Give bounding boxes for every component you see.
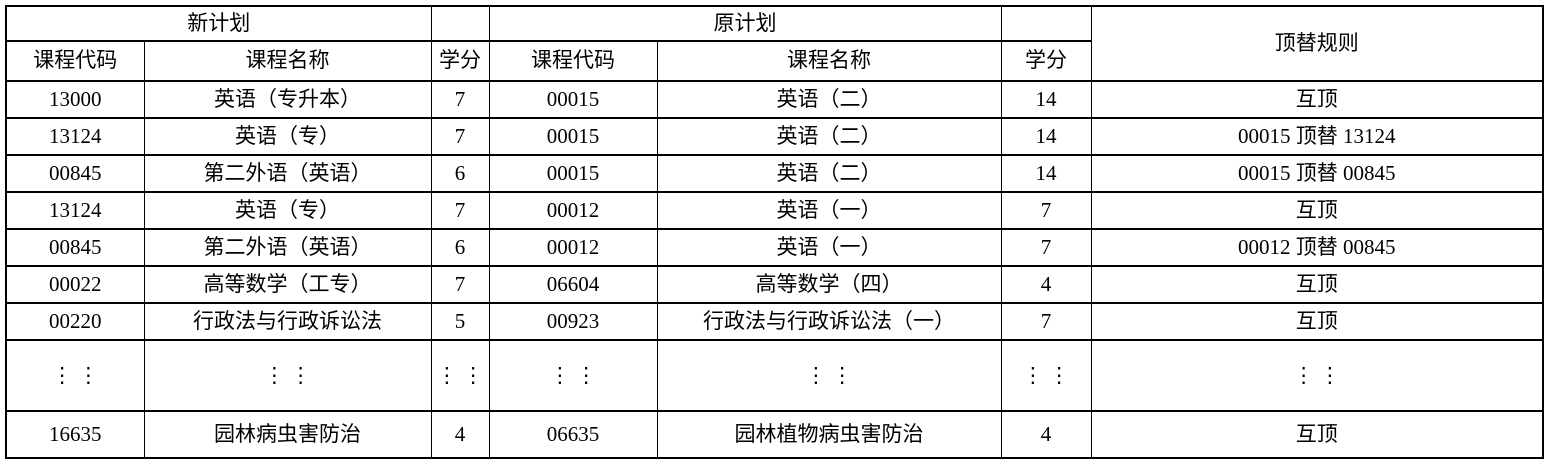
table-row: 00220 行政法与行政诉讼法 5 00923 行政法与行政诉讼法（一） 7 互… xyxy=(5,302,1544,341)
ellipsis-cell: ⋮ ⋮ xyxy=(488,339,658,412)
new-course-name-cell: 第二外语（英语） xyxy=(143,154,432,193)
ellipsis-row: ⋮ ⋮ ⋮ ⋮ ⋮ ⋮ ⋮ ⋮ ⋮ ⋮ ⋮ ⋮ ⋮ ⋮ xyxy=(5,339,1544,412)
old-credits-cell: 14 xyxy=(1000,80,1092,119)
new-credits-header: 学分 xyxy=(430,40,490,82)
new-credits-cell: 7 xyxy=(430,265,490,304)
old-course-code-cell: 00015 xyxy=(488,80,658,119)
new-course-code-cell: 00220 xyxy=(5,302,145,341)
old-credits-cell: 14 xyxy=(1000,117,1092,156)
ellipsis-cell: ⋮ ⋮ xyxy=(430,339,490,412)
empty-header-cell xyxy=(1000,5,1092,42)
new-credits-cell: 5 xyxy=(430,302,490,341)
course-replacement-table-container: 新计划 原计划 顶替规则 课程代码 课程名称 学分 课程代码 课程名称 学分 1… xyxy=(5,5,1544,459)
old-credits-cell: 7 xyxy=(1000,228,1092,267)
new-credits-cell: 7 xyxy=(430,191,490,230)
old-credits-cell: 4 xyxy=(1000,265,1092,304)
replace-rule-cell: 互顶 xyxy=(1090,265,1544,304)
new-course-code-header: 课程代码 xyxy=(5,40,145,82)
empty-header-cell xyxy=(430,5,490,42)
old-course-code-cell: 06604 xyxy=(488,265,658,304)
replace-rule-cell: 互顶 xyxy=(1090,302,1544,341)
new-course-name-cell: 高等数学（工专） xyxy=(143,265,432,304)
old-course-name-header: 课程名称 xyxy=(656,40,1002,82)
new-course-name-cell: 英语（专） xyxy=(143,191,432,230)
table-row: 13124 英语（专） 7 00015 英语（二） 14 00015 顶替 13… xyxy=(5,117,1544,156)
new-course-name-cell: 第二外语（英语） xyxy=(143,228,432,267)
new-course-code-cell: 00845 xyxy=(5,228,145,267)
old-course-name-cell: 英语（一） xyxy=(656,228,1002,267)
new-course-code-cell: 00022 xyxy=(5,265,145,304)
replace-rule-cell: 00012 顶替 00845 xyxy=(1090,228,1544,267)
new-credits-cell: 7 xyxy=(430,80,490,119)
old-credits-cell: 14 xyxy=(1000,154,1092,193)
old-course-name-cell: 英语（二） xyxy=(656,117,1002,156)
new-course-name-cell: 英语（专升本） xyxy=(143,80,432,119)
replace-rule-cell: 00015 顶替 00845 xyxy=(1090,154,1544,193)
old-course-code-header: 课程代码 xyxy=(488,40,658,82)
new-credits-cell: 6 xyxy=(430,228,490,267)
old-credits-cell: 4 xyxy=(1000,410,1092,459)
new-course-name-header: 课程名称 xyxy=(143,40,432,82)
new-credits-cell: 6 xyxy=(430,154,490,193)
replace-rule-cell: 互顶 xyxy=(1090,80,1544,119)
old-course-name-cell: 园林植物病虫害防治 xyxy=(656,410,1002,459)
old-course-code-cell: 00012 xyxy=(488,228,658,267)
new-course-name-cell: 英语（专） xyxy=(143,117,432,156)
table-row: 13124 英语（专） 7 00012 英语（一） 7 互顶 xyxy=(5,191,1544,230)
ellipsis-cell: ⋮ ⋮ xyxy=(1090,339,1544,412)
table-row: 00022 高等数学（工专） 7 06604 高等数学（四） 4 互顶 xyxy=(5,265,1544,304)
replace-rule-cell: 互顶 xyxy=(1090,191,1544,230)
old-course-code-cell: 00012 xyxy=(488,191,658,230)
course-replacement-table: 新计划 原计划 顶替规则 课程代码 课程名称 学分 课程代码 课程名称 学分 1… xyxy=(5,5,1544,459)
old-plan-header: 原计划 xyxy=(488,5,1002,42)
old-course-code-cell: 00923 xyxy=(488,302,658,341)
replace-rule-header: 顶替规则 xyxy=(1090,5,1544,82)
old-course-name-cell: 英语（二） xyxy=(656,80,1002,119)
new-plan-header: 新计划 xyxy=(5,5,432,42)
ellipsis-cell: ⋮ ⋮ xyxy=(143,339,432,412)
ellipsis-cell: ⋮ ⋮ xyxy=(656,339,1002,412)
old-course-code-cell: 00015 xyxy=(488,117,658,156)
ellipsis-cell: ⋮ ⋮ xyxy=(1000,339,1092,412)
replace-rule-cell: 00015 顶替 13124 xyxy=(1090,117,1544,156)
table-row: 00845 第二外语（英语） 6 00012 英语（一） 7 00012 顶替 … xyxy=(5,228,1544,267)
new-course-code-cell: 00845 xyxy=(5,154,145,193)
table-row: 13000 英语（专升本） 7 00015 英语（二） 14 互顶 xyxy=(5,80,1544,119)
old-course-name-cell: 英语（二） xyxy=(656,154,1002,193)
old-course-name-cell: 行政法与行政诉讼法（一） xyxy=(656,302,1002,341)
new-course-code-cell: 16635 xyxy=(5,410,145,459)
new-course-code-cell: 13000 xyxy=(5,80,145,119)
new-course-code-cell: 13124 xyxy=(5,117,145,156)
table-row: 16635 园林病虫害防治 4 06635 园林植物病虫害防治 4 互顶 xyxy=(5,410,1544,459)
new-course-code-cell: 13124 xyxy=(5,191,145,230)
old-credits-header: 学分 xyxy=(1000,40,1092,82)
old-course-name-cell: 英语（一） xyxy=(656,191,1002,230)
new-course-name-cell: 园林病虫害防治 xyxy=(143,410,432,459)
old-credits-cell: 7 xyxy=(1000,302,1092,341)
new-credits-cell: 7 xyxy=(430,117,490,156)
old-credits-cell: 7 xyxy=(1000,191,1092,230)
ellipsis-cell: ⋮ ⋮ xyxy=(5,339,145,412)
header-row-plans: 新计划 原计划 顶替规则 xyxy=(5,5,1544,82)
old-course-code-cell: 06635 xyxy=(488,410,658,459)
table-row: 00845 第二外语（英语） 6 00015 英语（二） 14 00015 顶替… xyxy=(5,154,1544,193)
new-course-name-cell: 行政法与行政诉讼法 xyxy=(143,302,432,341)
replace-rule-cell: 互顶 xyxy=(1090,410,1544,459)
new-credits-cell: 4 xyxy=(430,410,490,459)
header-row-columns: 课程代码 课程名称 学分 课程代码 课程名称 学分 xyxy=(5,40,1543,82)
old-course-code-cell: 00015 xyxy=(488,154,658,193)
old-course-name-cell: 高等数学（四） xyxy=(656,265,1002,304)
